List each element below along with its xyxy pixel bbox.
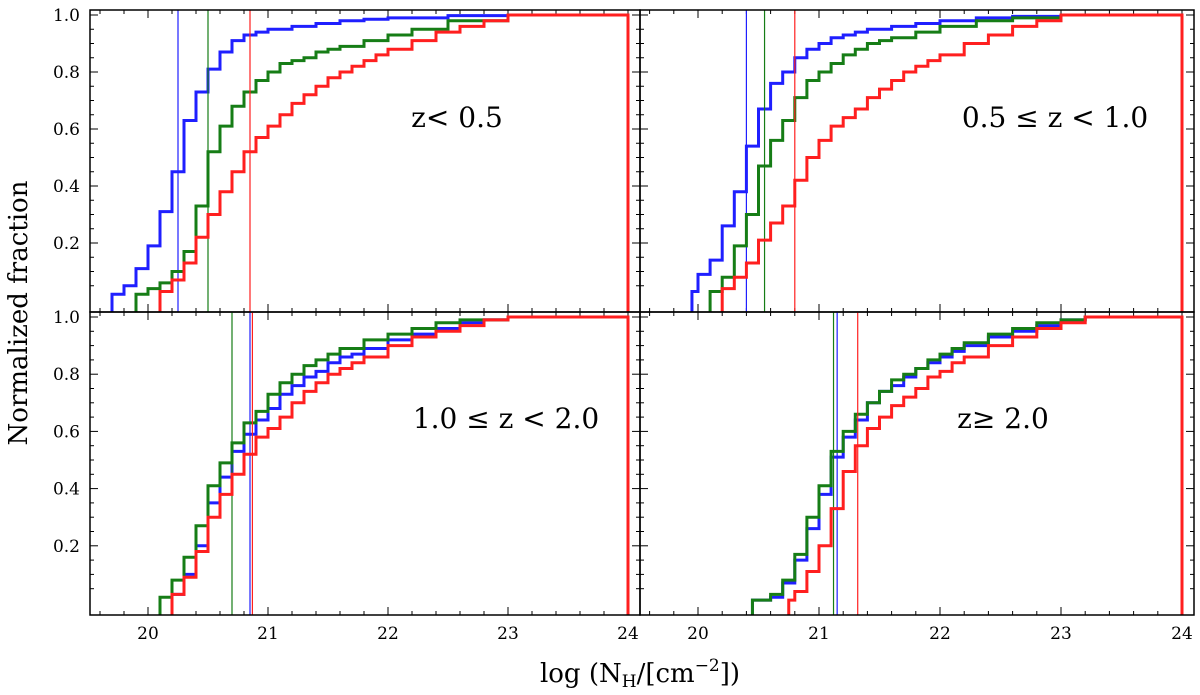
x-tick-label: 22: [377, 624, 399, 644]
step-curve-blue: [170, 315, 630, 615]
y-tick-label: 0.6: [53, 120, 80, 140]
x-tick-label: 24: [1171, 624, 1193, 644]
y-tick-label: 0.4: [53, 177, 80, 197]
step-curve-green: [750, 315, 1184, 615]
panel-label-top-right: 0.5 ≤ z < 1.0: [962, 101, 1148, 134]
panel-label-top-left: z< 0.5: [411, 101, 503, 134]
y-tick-label: 0.6: [53, 422, 80, 442]
x-axis-title-end: ]): [720, 659, 740, 689]
step-curve-red: [720, 13, 1184, 312]
x-tick-label: 21: [808, 624, 830, 644]
x-axis-title-sub: H: [622, 672, 637, 692]
y-tick-label: 0.8: [53, 365, 80, 385]
step-curve-red: [158, 13, 630, 312]
x-tick-label: 23: [497, 624, 519, 644]
x-tick-label: 21: [257, 624, 279, 644]
panel-bottom-right: 20 21 22 23 24: [639, 311, 1195, 644]
x-tick-label: 22: [929, 624, 951, 644]
x-axis-title-mid: /[cm: [637, 659, 695, 689]
panel-label-bottom-right: z≥ 2.0: [957, 402, 1049, 435]
panel-frame: [639, 311, 1195, 616]
panel-bottom-left: 0.2 0.4 0.6 0.8 1.0 20 21 22 23 24: [53, 308, 641, 644]
y-axis-title: Normalized fraction: [4, 180, 34, 445]
panel-frame: [89, 9, 641, 313]
step-curve-green: [708, 13, 1184, 312]
step-curve-blue: [690, 13, 1184, 312]
x-tick-label: 20: [687, 624, 709, 644]
panel-labels: z< 0.5 0.5 ≤ z < 1.0 1.0 ≤ z < 2.0 z≥ 2.…: [411, 101, 1148, 435]
panels: 0.2 0.4 0.6 0.8 1.0 0.2 0.4 0.6 0.8 1.0 20 21 22 23 24…: [53, 6, 1195, 644]
y-tick-label: 0.8: [53, 63, 80, 83]
panel-frame: [639, 9, 1195, 313]
step-curve-blue: [750, 315, 1184, 615]
panel-label-bottom-left: 1.0 ≤ z < 2.0: [413, 402, 599, 435]
y-tick-label: 0.4: [53, 480, 80, 500]
step-curve-green: [158, 315, 630, 615]
ticks-bottom-right: [640, 312, 1194, 615]
y-tick-label: 0.2: [53, 537, 80, 557]
ticks-top-left: [90, 10, 640, 312]
step-curve-green: [134, 13, 630, 312]
panel-top-left: 0.2 0.4 0.6 0.8 1.0: [53, 6, 641, 313]
x-tick-label: 20: [137, 624, 159, 644]
x-tick-label: 23: [1050, 624, 1072, 644]
x-axis-title-sup: −2: [695, 656, 720, 676]
step-curve-blue: [110, 13, 630, 312]
y-tick-label: 1.0: [53, 6, 80, 26]
x-axis-title-main: log (N: [540, 659, 622, 689]
x-axis-title: log (NH/[cm−2]): [540, 656, 740, 692]
ticks-top-right: [640, 10, 1194, 312]
y-tick-label: 0.2: [53, 234, 80, 254]
panel-top-right: [639, 9, 1195, 313]
x-tick-label: 24: [617, 624, 639, 644]
step-curve-red: [787, 315, 1184, 615]
y-tick-label: 1.0: [53, 308, 80, 328]
step-curve-red: [170, 315, 630, 615]
